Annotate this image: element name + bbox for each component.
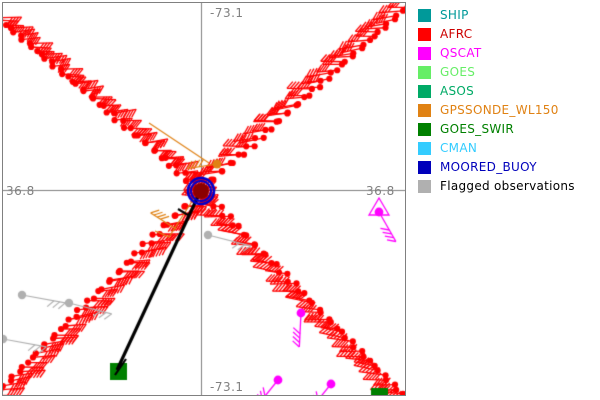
legend-item-ship[interactable]: SHIP: [418, 6, 598, 25]
legend-swatch-icon: [418, 66, 431, 79]
axis-label-bottom: -73.1: [210, 380, 244, 394]
axis-label-top: -73.1: [210, 6, 244, 20]
legend-swatch-icon: [418, 9, 431, 22]
legend-swatch-icon: [418, 161, 431, 174]
legend-swatch-icon: [418, 180, 431, 193]
legend-item-goes-swir[interactable]: GOES_SWIR: [418, 120, 598, 139]
legend-item-label: ASOS: [440, 84, 475, 98]
legend-swatch-icon: [418, 47, 431, 60]
legend-item-label: SHIP: [440, 8, 469, 22]
legend-item-label: GOES_SWIR: [440, 122, 515, 136]
legend-item-afrc[interactable]: AFRC: [418, 25, 598, 44]
legend-item-moored-buoy[interactable]: MOORED_BUOY: [418, 158, 598, 177]
legend-item-goes[interactable]: GOES: [418, 63, 598, 82]
legend-item-label: CMAN: [440, 141, 478, 155]
legend-item-asos[interactable]: ASOS: [418, 82, 598, 101]
legend-swatch-icon: [418, 85, 431, 98]
legend-item-flagged-observations[interactable]: Flagged observations: [418, 177, 598, 196]
axis-label-left: 36.8: [6, 184, 35, 198]
legend-item-label: QSCAT: [440, 46, 482, 60]
legend-item-label: GPSSONDE_WL150: [440, 103, 559, 117]
axis-label-right: 36.8: [366, 184, 395, 198]
legend-swatch-icon: [418, 104, 431, 117]
legend: SHIP AFRC QSCAT GOES ASOS GPSSONDE_WL150 GOES_…: [418, 6, 598, 196]
legend-swatch-icon: [418, 123, 431, 136]
legend-item-qscat[interactable]: QSCAT: [418, 44, 598, 63]
legend-item-gpssonde-wl150[interactable]: GPSSONDE_WL150: [418, 101, 598, 120]
plot-frame[interactable]: -73.1 -73.1 36.8 36.8: [2, 2, 406, 396]
legend-item-label: AFRC: [440, 27, 473, 41]
legend-item-label: GOES: [440, 65, 476, 79]
legend-item-label: MOORED_BUOY: [440, 160, 537, 174]
wind-barb-plot-canvas[interactable]: [3, 3, 405, 395]
legend-swatch-icon: [418, 28, 431, 41]
legend-item-label: Flagged observations: [440, 179, 575, 193]
legend-item-cman[interactable]: CMAN: [418, 139, 598, 158]
legend-swatch-icon: [418, 142, 431, 155]
